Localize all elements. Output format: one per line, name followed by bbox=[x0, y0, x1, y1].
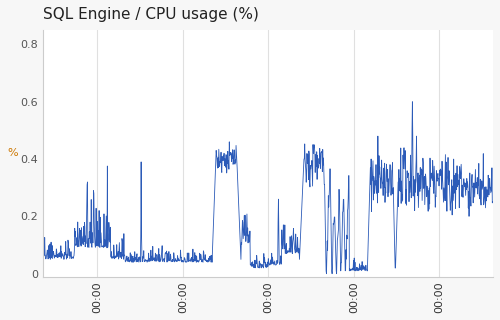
Text: SQL Engine / CPU usage (%): SQL Engine / CPU usage (%) bbox=[43, 7, 259, 22]
Y-axis label: %: % bbox=[7, 148, 18, 158]
